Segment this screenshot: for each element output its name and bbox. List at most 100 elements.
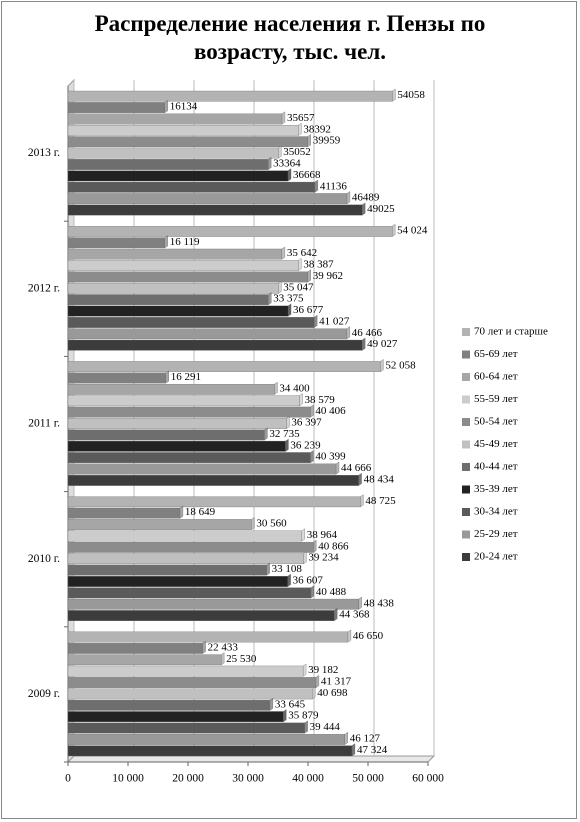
bar-face — [274, 381, 278, 395]
bar-face — [334, 608, 338, 622]
bar-face — [67, 541, 314, 553]
bar-face — [67, 475, 359, 486]
x-tick-label: 0 — [65, 773, 71, 785]
bar-face — [287, 168, 292, 182]
bar-face — [202, 640, 206, 654]
bar-face — [298, 258, 302, 272]
bar-face — [302, 663, 307, 677]
bar-face — [67, 507, 181, 519]
bar-face — [67, 395, 300, 407]
bar — [67, 134, 311, 148]
legend-label: 30-34 лет — [474, 506, 518, 518]
value-label: 38 387 — [303, 259, 334, 271]
bar-face — [67, 631, 349, 643]
bar-face — [67, 688, 313, 700]
value-label: 44 368 — [339, 609, 370, 621]
legend-swatch — [462, 508, 470, 516]
bar-face — [264, 427, 268, 441]
bar-face — [315, 675, 320, 688]
bar-face — [67, 576, 288, 587]
y-tick-label: 2013 г. — [28, 147, 60, 159]
bar-face — [67, 328, 347, 340]
bar — [67, 416, 290, 429]
bar-face — [346, 326, 350, 340]
value-label: 47 324 — [357, 744, 388, 756]
bar — [67, 505, 184, 519]
value-label: 46 466 — [352, 327, 383, 339]
value-label: 38 964 — [307, 529, 338, 541]
value-label: 48 725 — [365, 495, 396, 507]
bar — [67, 731, 348, 745]
bar — [67, 258, 302, 272]
bar-face — [360, 494, 364, 508]
bar-face — [269, 697, 274, 711]
value-label: 36 397 — [291, 417, 322, 429]
legend-label: 70 лет и старше — [474, 326, 548, 338]
bar-face — [67, 170, 289, 182]
bar-face — [67, 271, 308, 283]
value-label: 40 866 — [318, 540, 349, 552]
bar-face — [67, 372, 166, 384]
value-label: 40 406 — [315, 405, 346, 417]
bar-face — [346, 191, 351, 205]
bar-face — [67, 564, 267, 576]
bar — [67, 596, 362, 610]
bar — [67, 450, 314, 464]
bar-face — [312, 686, 316, 700]
value-label: 41 027 — [319, 315, 350, 327]
bar — [67, 370, 169, 384]
value-label: 40 399 — [315, 451, 346, 463]
bar-face — [67, 159, 269, 170]
bar-face — [67, 418, 287, 429]
value-label: 35 047 — [283, 281, 314, 293]
bar-face — [67, 406, 311, 418]
value-label: 36 607 — [293, 574, 324, 586]
value-label: 41136 — [320, 180, 348, 192]
bar-face — [287, 573, 291, 587]
value-label: 16 119 — [170, 236, 200, 248]
bar — [67, 246, 286, 260]
bar — [67, 314, 318, 328]
bar-face — [165, 370, 169, 384]
value-label: 36 239 — [290, 439, 321, 451]
x-tick-label: 20 000 — [172, 773, 204, 785]
legend-swatch — [462, 350, 470, 359]
bar — [67, 168, 292, 182]
bar-face — [314, 179, 318, 193]
bar-face — [351, 743, 356, 757]
y-tick-label: 2012 г. — [28, 282, 60, 294]
value-label: 54058 — [397, 89, 425, 101]
bar-face — [67, 260, 299, 271]
bar — [67, 122, 302, 136]
bar-face — [67, 361, 381, 372]
bar-face — [392, 88, 396, 102]
bar-face — [287, 303, 292, 317]
bar — [67, 303, 292, 317]
value-label: 33 108 — [272, 563, 303, 575]
legend-swatch — [462, 553, 470, 561]
bar — [67, 652, 225, 666]
bar-face — [67, 665, 304, 677]
bar — [67, 528, 305, 542]
bar-face — [67, 610, 335, 621]
floor — [66, 755, 436, 763]
bar — [67, 427, 268, 441]
bar — [67, 709, 287, 723]
legend-label: 60-64 лет — [474, 371, 518, 383]
legend-label: 25-29 лет — [474, 528, 518, 540]
bar-face — [358, 596, 362, 610]
legend-swatch — [462, 328, 470, 336]
bar — [67, 585, 315, 599]
bar-face — [67, 654, 222, 666]
bar — [67, 111, 286, 125]
x-tick-label: 30 000 — [232, 773, 264, 785]
bar-face — [335, 461, 340, 475]
bar-face — [314, 314, 318, 328]
bar-face — [358, 472, 362, 486]
bar-face — [67, 193, 348, 204]
bar-face — [67, 452, 311, 463]
y-tick-label: 2010 г. — [28, 553, 60, 565]
legend-label: 20-24 лет — [474, 551, 518, 563]
bar — [67, 573, 291, 587]
